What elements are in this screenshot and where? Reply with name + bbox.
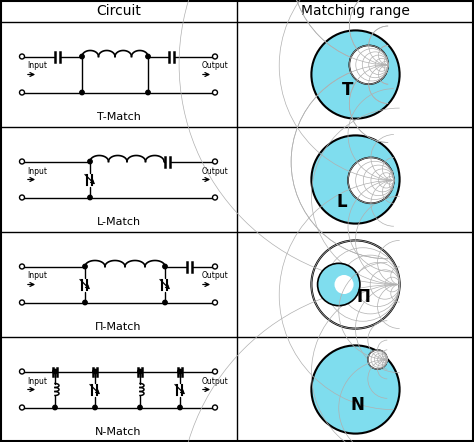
Text: N-Match: N-Match <box>95 427 142 437</box>
Text: Output: Output <box>202 61 229 71</box>
Circle shape <box>348 157 394 203</box>
Circle shape <box>19 159 25 164</box>
Circle shape <box>212 159 218 164</box>
Text: Input: Input <box>27 271 47 281</box>
Text: Output: Output <box>202 271 229 281</box>
Circle shape <box>311 345 400 434</box>
Circle shape <box>311 30 400 118</box>
Circle shape <box>83 300 87 305</box>
Text: T-Match: T-Match <box>97 112 140 122</box>
Text: N: N <box>351 396 365 414</box>
Text: L: L <box>336 193 346 210</box>
Circle shape <box>318 263 360 306</box>
Text: L-Match: L-Match <box>96 217 141 227</box>
Circle shape <box>80 90 84 95</box>
Text: Output: Output <box>202 167 229 175</box>
Circle shape <box>53 405 57 410</box>
Circle shape <box>212 54 218 59</box>
Circle shape <box>311 240 400 328</box>
Circle shape <box>93 405 97 410</box>
Circle shape <box>163 300 167 305</box>
Circle shape <box>19 90 25 95</box>
Circle shape <box>93 370 97 373</box>
Text: Input: Input <box>27 61 47 71</box>
Circle shape <box>178 370 182 373</box>
Circle shape <box>138 405 142 410</box>
Circle shape <box>53 370 57 373</box>
Text: Input: Input <box>27 377 47 385</box>
Circle shape <box>146 90 150 95</box>
Circle shape <box>335 275 354 294</box>
Circle shape <box>19 369 25 374</box>
Text: Output: Output <box>202 377 229 385</box>
Circle shape <box>146 54 150 59</box>
Circle shape <box>212 264 218 269</box>
Circle shape <box>88 195 92 200</box>
Circle shape <box>19 54 25 59</box>
Circle shape <box>19 264 25 269</box>
Circle shape <box>212 369 218 374</box>
Circle shape <box>212 300 218 305</box>
Circle shape <box>83 264 87 269</box>
Circle shape <box>212 195 218 200</box>
Circle shape <box>368 350 387 369</box>
Text: Input: Input <box>27 167 47 175</box>
Text: Π-Match: Π-Match <box>95 322 142 332</box>
Circle shape <box>163 264 167 269</box>
Circle shape <box>311 135 400 224</box>
Circle shape <box>19 195 25 200</box>
Circle shape <box>212 90 218 95</box>
Text: Circuit: Circuit <box>96 4 141 18</box>
Text: Matching range: Matching range <box>301 4 410 18</box>
Circle shape <box>212 405 218 410</box>
Circle shape <box>349 46 388 84</box>
Circle shape <box>19 300 25 305</box>
Text: Π: Π <box>356 288 370 306</box>
Circle shape <box>138 370 142 373</box>
Circle shape <box>88 159 92 164</box>
Circle shape <box>19 405 25 410</box>
Circle shape <box>80 54 84 59</box>
Circle shape <box>178 405 182 410</box>
Text: T: T <box>342 81 353 99</box>
